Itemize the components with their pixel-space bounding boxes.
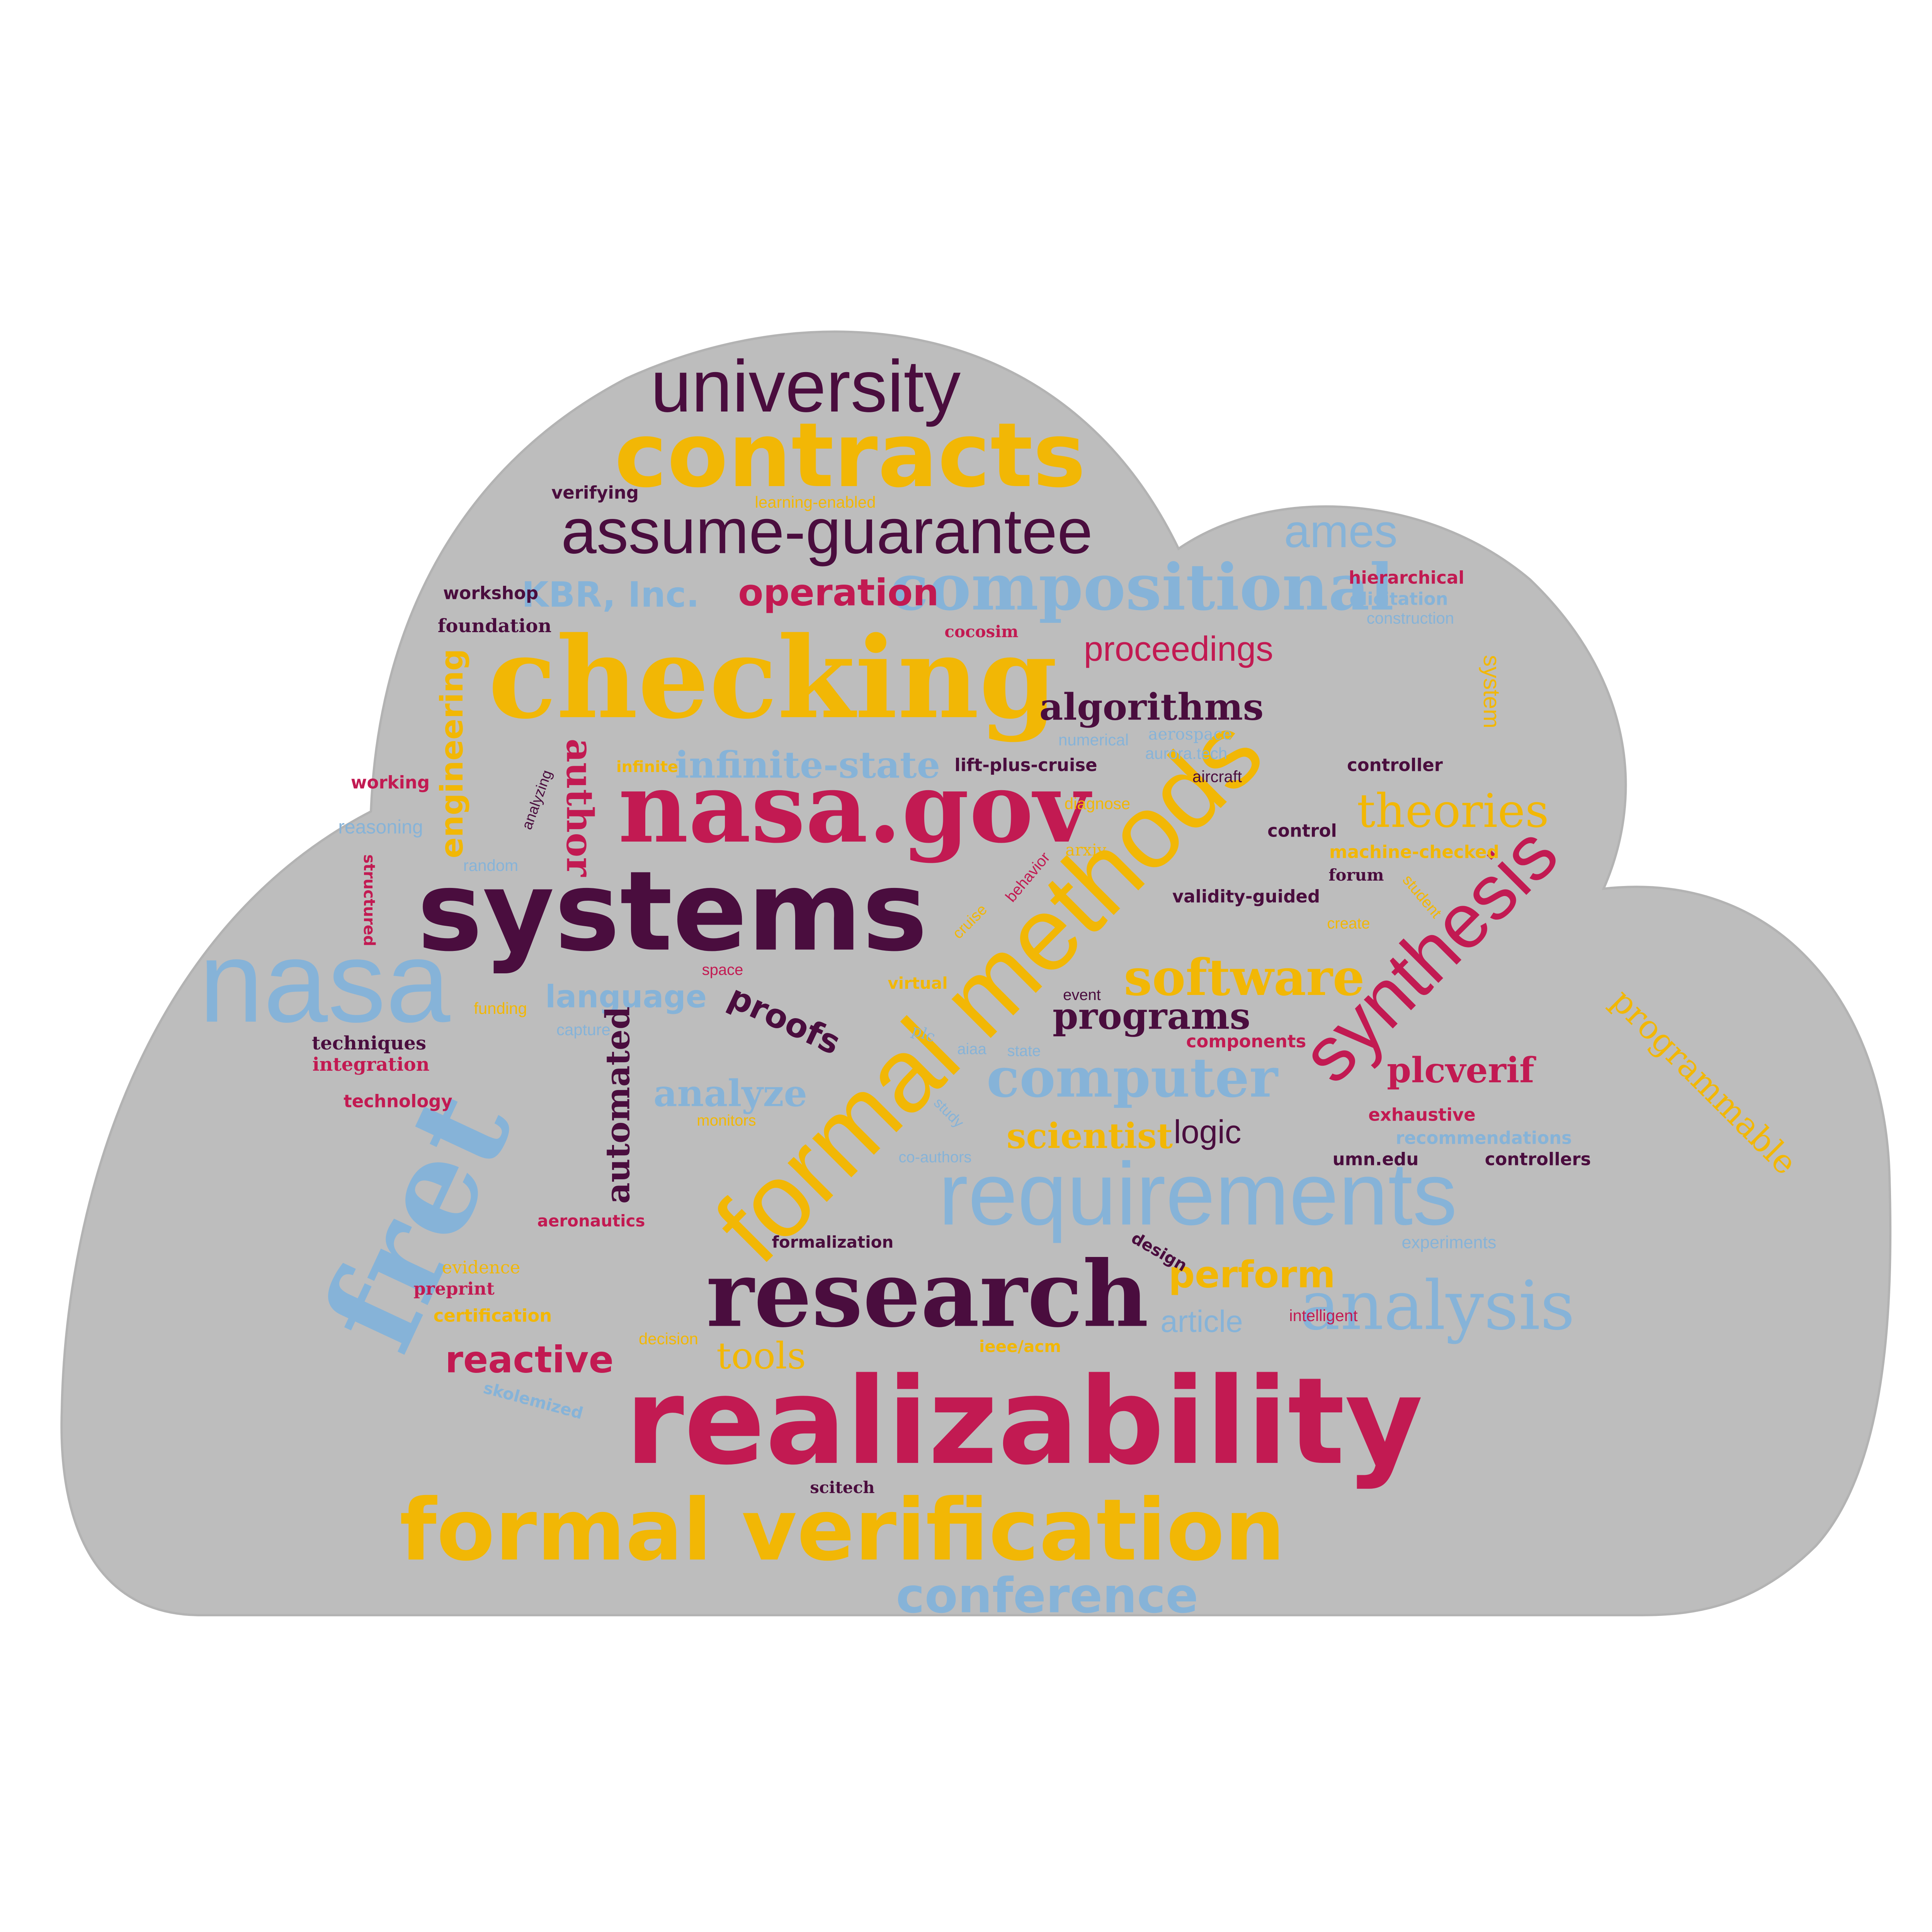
word-controller: controller (1347, 755, 1443, 776)
word-funding: funding (474, 999, 527, 1017)
word-language: language (545, 979, 707, 1015)
word-construction: construction (1366, 609, 1454, 627)
word-ames: ames (1284, 505, 1398, 557)
word-assume-guarantee: assume-guarantee (561, 495, 1093, 567)
word-infinite: infinite (616, 758, 679, 776)
word-components: components (1186, 1031, 1306, 1052)
word-software: software (1124, 948, 1365, 1007)
word-checking: checking (488, 612, 1058, 744)
word-compositional: compositional (889, 549, 1394, 625)
word-kbr-inc: KBR, Inc. (522, 575, 699, 615)
word-learning-enabled: learning-enabled (755, 493, 876, 511)
word-preprint: preprint (413, 1278, 495, 1299)
word-workshop: workshop (443, 583, 539, 604)
word-theories: theories (1357, 784, 1549, 838)
word-operation: operation (738, 571, 939, 614)
word-experiments: experiments (1401, 1232, 1497, 1252)
word-aircraft: aircraft (1192, 767, 1242, 786)
word-analyze: analyze (653, 1072, 807, 1115)
word-conference: conference (896, 1568, 1199, 1624)
word-verifying: verifying (551, 482, 639, 503)
word-forum: forum (1328, 866, 1384, 884)
word-intelligent: intelligent (1289, 1306, 1358, 1325)
word-integration: integration (312, 1054, 430, 1075)
word-reactive: reactive (445, 1338, 614, 1381)
word-elicitation: elicitation (1349, 588, 1448, 609)
word-analysis: analysis (1300, 1267, 1575, 1345)
word-hierarchical: hierarchical (1349, 567, 1464, 588)
word-co-authors: co-authors (898, 1149, 972, 1166)
word-techniques: techniques (312, 1032, 426, 1054)
word-monitors: monitors (697, 1112, 756, 1129)
word-algorithms: algorithms (1039, 685, 1264, 729)
word-article: article (1160, 1304, 1243, 1338)
word-nasa-gov: nasa.gov (618, 751, 1090, 864)
word-system: system (1479, 655, 1505, 729)
word-formal-verification: formal verification (400, 1481, 1285, 1580)
word-systems: systems (417, 847, 928, 976)
word-arxiv: arxiv (1065, 840, 1106, 859)
word-machine-checked: machine-checked (1329, 842, 1499, 862)
word-proceedings: proceedings (1083, 630, 1274, 668)
word-controllers: controllers (1485, 1149, 1591, 1170)
word-computer: computer (986, 1046, 1278, 1110)
word-scientist: scientist (1006, 1116, 1173, 1156)
word-realizability: realizability (625, 1352, 1423, 1492)
word-working: working (350, 772, 430, 793)
word-structured: structured (360, 854, 378, 946)
word-lift-plus-cruise: lift-plus-cruise (954, 755, 1097, 776)
word-tools: tools (716, 1335, 806, 1378)
word-cocosim: cocosim (944, 622, 1019, 641)
word-aeronautics: aeronautics (537, 1211, 645, 1230)
word-foundation: foundation (437, 615, 552, 637)
word-recommendations: recommendations (1396, 1128, 1572, 1148)
word-aurora-tech: aurora.tech (1145, 744, 1228, 762)
word-virtual: virtual (888, 974, 948, 993)
word-space: space (702, 961, 743, 978)
word-diagnose: diagnose (1064, 794, 1131, 813)
word-formalization: formalization (772, 1233, 894, 1252)
word-aerospace: aerospace (1148, 724, 1232, 743)
word-random: random (463, 856, 519, 874)
word-plcverif: plcverif (1387, 1050, 1534, 1091)
word-author: author (558, 738, 601, 877)
word-evidence: evidence (442, 1257, 520, 1278)
word-certification: certification (433, 1305, 552, 1326)
word-nasa: nasa (199, 917, 451, 1046)
word-research: research (706, 1241, 1149, 1348)
word-infinite-state: infinite-state (675, 743, 940, 787)
word-engineering: engineering (434, 648, 470, 859)
word-exhaustive: exhaustive (1368, 1104, 1476, 1125)
word-reasoning: reasoning (338, 816, 423, 838)
word-control: control (1267, 820, 1337, 841)
word-event: event (1063, 986, 1101, 1003)
word-technology: technology (344, 1091, 452, 1112)
word-programs: programs (1053, 995, 1250, 1038)
word-contracts: contracts (614, 404, 1086, 507)
word-state: state (1007, 1043, 1041, 1060)
word-aiaa: aiaa (957, 1041, 986, 1058)
word-validity-guided: validity-guided (1172, 886, 1320, 907)
word-university: university (650, 345, 961, 427)
word-requirements: requirements (938, 1144, 1458, 1243)
word-scitech: scitech (810, 1478, 875, 1497)
word-perform: perform (1168, 1253, 1335, 1296)
word-logic: logic (1173, 1114, 1242, 1151)
word-decision: decision (638, 1330, 699, 1348)
word-umn-edu: umn.edu (1332, 1149, 1419, 1170)
word-numerical: numerical (1058, 731, 1129, 749)
word-capture: capture (556, 1020, 611, 1039)
cloud-outline (60, 330, 1892, 1616)
word-create: create (1327, 915, 1370, 932)
word-ieee-acm: ieee/acm (979, 1337, 1061, 1356)
